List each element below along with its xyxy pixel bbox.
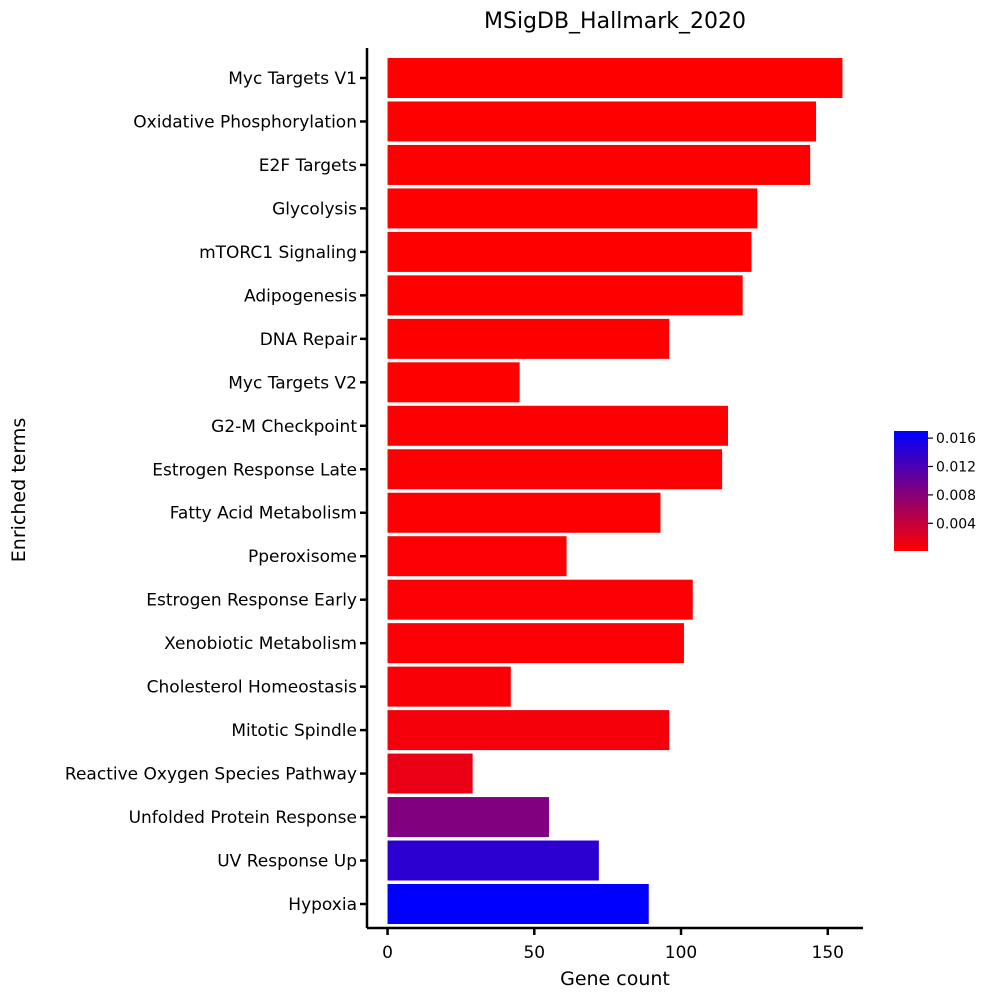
colorbar-ticks: 0.016 0.012 0.008 0.004 [928,431,976,532]
x-axis: 0 50 100 150 [367,926,863,963]
category-label: Hypoxia [288,895,357,915]
bar-myc-targets-v1 [387,58,843,98]
bar-mtorc1-signaling [387,231,752,272]
colorbar-gradient [894,431,928,551]
category-label: Pperoxisome [248,547,357,567]
x-tick-label: 100 [665,943,697,963]
bar-unfolded-protein-response [387,797,549,838]
bar-xenobiotic-metabolism [387,623,684,664]
x-tick-label: 150 [812,943,844,963]
colorbar-tick-label: 0.012 [936,460,976,476]
category-label: Glycolysis [272,199,357,219]
category-label: mTORC1 Signaling [199,243,357,263]
bar-myc-targets-v2 [387,362,520,403]
bar-e2f-targets [387,144,811,185]
y-axis-title: Enriched terms [8,418,30,562]
colorbar-tick-label: 0.004 [936,516,976,532]
bar-pperoxisome [387,536,567,577]
bar-estrogen-response-early [387,579,693,620]
bar-hypoxia [387,884,649,924]
category-label: E2F Targets [259,156,357,176]
category-label: Reactive Oxygen Species Pathway [65,765,357,785]
bar-fatty-acid-metabolism [387,492,661,533]
category-label: Estrogen Response Late [152,460,357,480]
category-label: DNA Repair [260,330,357,350]
x-tick-label: 0 [382,943,393,963]
bar-dna-repair [387,318,670,359]
bar-adipogenesis [387,275,743,316]
category-label: UV Response Up [217,852,357,872]
bar-mitotic-spindle [387,710,670,751]
bar-reactive-oxygen-species-pathway [387,753,473,794]
bar-g2-m-checkpoint [387,405,728,446]
category-label: Myc Targets V2 [228,373,357,393]
category-label: Xenobiotic Metabolism [164,634,357,654]
category-label: Adipogenesis [244,286,357,306]
colorbar-tick-label: 0.008 [936,488,976,504]
category-label: Mitotic Spindle [231,721,357,741]
x-axis-title: Gene count [560,968,670,990]
category-labels: Myc Targets V1 Oxidative Phosphorylation E… [65,69,367,915]
category-label: G2-M Checkpoint [211,417,357,437]
bars-group [387,58,843,924]
bar-cholesterol-homeostasis [387,666,511,707]
colorbar-tick-label: 0.016 [936,431,976,447]
category-label: Myc Targets V1 [228,69,357,89]
category-label: Fatty Acid Metabolism [170,504,357,524]
bar-estrogen-response-late [387,449,723,490]
bar-glycolysis [387,188,758,229]
category-label: Oxidative Phosphorylation [133,112,357,132]
bar-uv-response-up [387,840,599,881]
chart-title: MSigDB_Hallmark_2020 [484,9,746,34]
colorbar: 0.016 0.012 0.008 0.004 [894,431,976,551]
bar-oxidative-phosphorylation [387,101,817,142]
category-label: Estrogen Response Early [146,591,357,611]
category-label: Cholesterol Homeostasis [147,678,357,698]
category-label: Unfolded Protein Response [129,808,357,828]
x-tick-label: 50 [523,943,545,963]
